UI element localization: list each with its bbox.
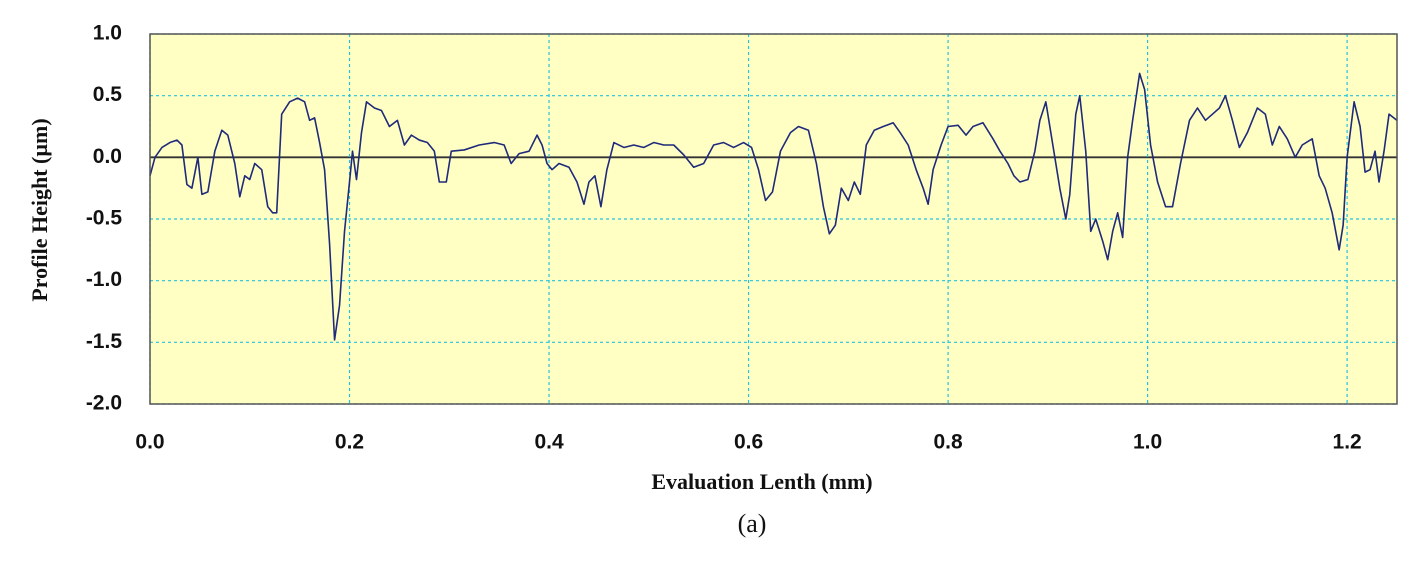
x-axis-label: Evaluation Lenth (mm) [651,469,872,494]
x-tick-label: 1.0 [1133,431,1162,454]
y-tick-label: -2.0 [86,392,122,415]
y-tick-label: 1.0 [93,22,122,45]
y-tick-label: -1.5 [86,330,123,353]
x-tick-label: 0.4 [534,431,564,454]
profile-line [149,72,1398,341]
y-tick-label: 0.0 [93,145,122,168]
caption: (a) [738,509,767,538]
plot-border [149,33,1398,405]
y-tick-label: -1.0 [86,268,122,291]
x-tick-label: 1.2 [1333,431,1362,454]
y-axis-label: Profile Height (µm) [27,118,52,301]
x-tick-label: 0.6 [734,431,763,454]
x-tick-label: 0.2 [335,431,364,454]
y-tick-label: -0.5 [86,207,123,230]
x-tick-label: 0.8 [933,431,963,454]
y-tick-label: 0.5 [93,83,123,106]
x-tick-label: 0.0 [135,431,164,454]
